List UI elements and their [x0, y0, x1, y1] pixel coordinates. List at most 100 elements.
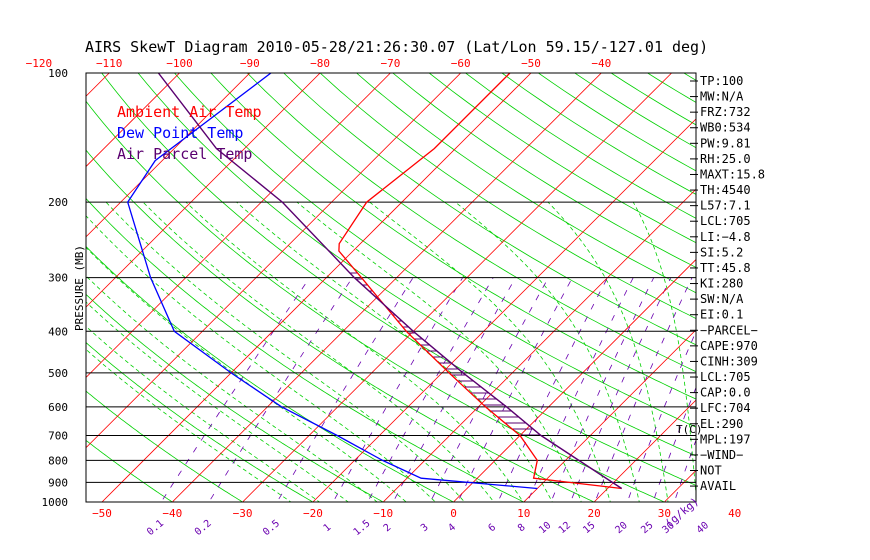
pressure-tick-label: 600 — [48, 401, 68, 414]
bottom-temp-label: 40 — [728, 507, 741, 520]
index-item: EL:290 — [700, 417, 743, 431]
index-item: FRZ:732 — [700, 105, 751, 119]
dry-adiabat-line — [740, 63, 870, 511]
moist-adiabat-line — [86, 215, 436, 502]
mixing-ratio-label: 8 — [516, 522, 528, 534]
index-item: L57:7.1 — [700, 199, 751, 213]
index-item: −PARCEL− — [700, 323, 758, 337]
isotherm-line — [86, 73, 110, 97]
top-temp-label: −70 — [380, 57, 400, 70]
mixing-ratio-label: 0.1 — [145, 518, 166, 538]
mixing-ratio-line — [626, 330, 696, 502]
top-temp-label: −90 — [240, 57, 260, 70]
dry-adiabat-line — [319, 73, 696, 319]
pressure-tick-label: 200 — [48, 196, 68, 209]
dry-adiabat-line — [86, 100, 666, 502]
index-item: LI:−4.8 — [700, 230, 751, 244]
index-item: KI:280 — [700, 277, 743, 291]
dry-adiabat-line — [101, 73, 696, 486]
pressure-tick-label: 400 — [48, 325, 68, 338]
mixing-ratio-line — [526, 277, 634, 502]
dry-adiabat-line — [812, 63, 870, 511]
isotherm-line — [523, 329, 696, 502]
mixing-ratio-label: 15 — [581, 520, 597, 536]
isobars — [86, 73, 696, 502]
pressure-tick-label: 500 — [48, 367, 68, 380]
top-temp-label: −50 — [521, 57, 541, 70]
index-item: PW:9.81 — [700, 136, 751, 150]
index-item: −WIND− — [700, 448, 743, 462]
temperature-unit-label: T(C) — [676, 423, 703, 436]
top-temp-label: −100 — [166, 57, 193, 70]
index-item: CINH:309 — [700, 354, 758, 368]
mixing-ratio-line — [497, 277, 608, 502]
legend: Ambient Air Temp Dew Point Temp Air Parc… — [117, 103, 262, 163]
moist-adiabat-line — [105, 201, 466, 502]
mixing-ratio-label: 6 — [486, 522, 498, 534]
index-item: CAPE:970 — [700, 339, 758, 353]
mixing-ratio-line — [570, 277, 672, 502]
isotherms — [86, 73, 696, 502]
mixing-ratio-label: 3 — [419, 522, 431, 534]
index-item: EI:0.1 — [700, 308, 743, 322]
pressure-tick-label: 1000 — [42, 496, 69, 509]
dry-adiabat-line — [776, 63, 870, 511]
moist-adiabat-line — [86, 246, 407, 502]
pressure-tick-label: 900 — [48, 476, 68, 489]
mixing-ratio-label: 40 — [695, 520, 711, 536]
moist-adiabat-line — [142, 201, 495, 502]
moist-adiabat-line — [86, 275, 378, 502]
moist-adiabat-line — [455, 201, 640, 502]
legend-item-parcel: Air Parcel Temp — [117, 145, 252, 163]
series-air-parcel-temp — [157, 73, 623, 490]
index-item: SI:5.2 — [700, 245, 743, 259]
dry-adiabat-line — [86, 197, 525, 502]
mixing-ratio-label: 1 — [322, 522, 334, 534]
index-item: MPL:197 — [700, 432, 751, 446]
chart-title: AIRS SkewT Diagram 2010-05-28/21:26:30.0… — [85, 38, 708, 56]
pressure-tick-label: 300 — [48, 272, 68, 285]
moist-adiabat-line — [296, 201, 582, 502]
top-temperature-ticks: −120 −110 −100 −90 −80 −70 −60 −50 −40 — [26, 57, 612, 70]
index-item: TT:45.8 — [700, 261, 751, 275]
moist-adiabats — [86, 201, 696, 502]
isotherm-line — [382, 188, 696, 502]
top-temp-label: −80 — [310, 57, 330, 70]
index-item: LCL:705 — [700, 370, 751, 384]
bottom-temp-label: −20 — [303, 507, 323, 520]
moist-adiabat-line — [632, 201, 696, 499]
isotherm-line — [101, 73, 532, 502]
dry-adiabat-line — [86, 390, 244, 502]
index-item: TH:4540 — [700, 183, 751, 197]
dry-adiabat-line — [683, 73, 696, 81]
index-item: MAXT:15.8 — [700, 167, 765, 181]
moist-adiabat-line — [369, 201, 611, 502]
isotherm-line — [171, 73, 602, 502]
dry-adiabat-line — [464, 73, 696, 219]
mixing-ratio-label: 4 — [446, 522, 458, 534]
index-item: SW:N/A — [700, 292, 744, 306]
dry-adiabat-line — [537, 73, 696, 172]
bottom-temp-label: 0 — [450, 507, 457, 520]
mixing-ratio-label: 25 — [639, 520, 655, 536]
isotherm-line — [242, 73, 673, 502]
mixing-ratio-label: 10 — [537, 520, 553, 536]
isotherm-line — [593, 399, 696, 502]
moist-adiabat-line — [86, 348, 292, 502]
dry-adiabat-line — [86, 293, 385, 502]
bottom-temp-label: 20 — [587, 507, 600, 520]
isotherm-line — [86, 73, 181, 168]
pressure-tick-label: 700 — [48, 430, 68, 443]
mixing-ratio-line — [594, 277, 693, 502]
bottom-temp-label: 30 — [658, 507, 671, 520]
index-item: CAP:0.0 — [700, 386, 751, 400]
mixing-ratio-labels: 0.1 0.2 0.5 1 1.5 2 3 4 6 8 10 12 15 20 25 30 40 — [145, 518, 711, 538]
mixing-ratio-line — [208, 277, 353, 502]
mixing-ratio-label: 0.5 — [261, 518, 282, 538]
top-temp-label: −40 — [591, 57, 611, 70]
top-temp-label: −60 — [451, 57, 471, 70]
dry-adiabat-line — [210, 73, 696, 400]
index-item: MW:N/A — [700, 90, 744, 104]
top-temp-label: −110 — [96, 57, 123, 70]
